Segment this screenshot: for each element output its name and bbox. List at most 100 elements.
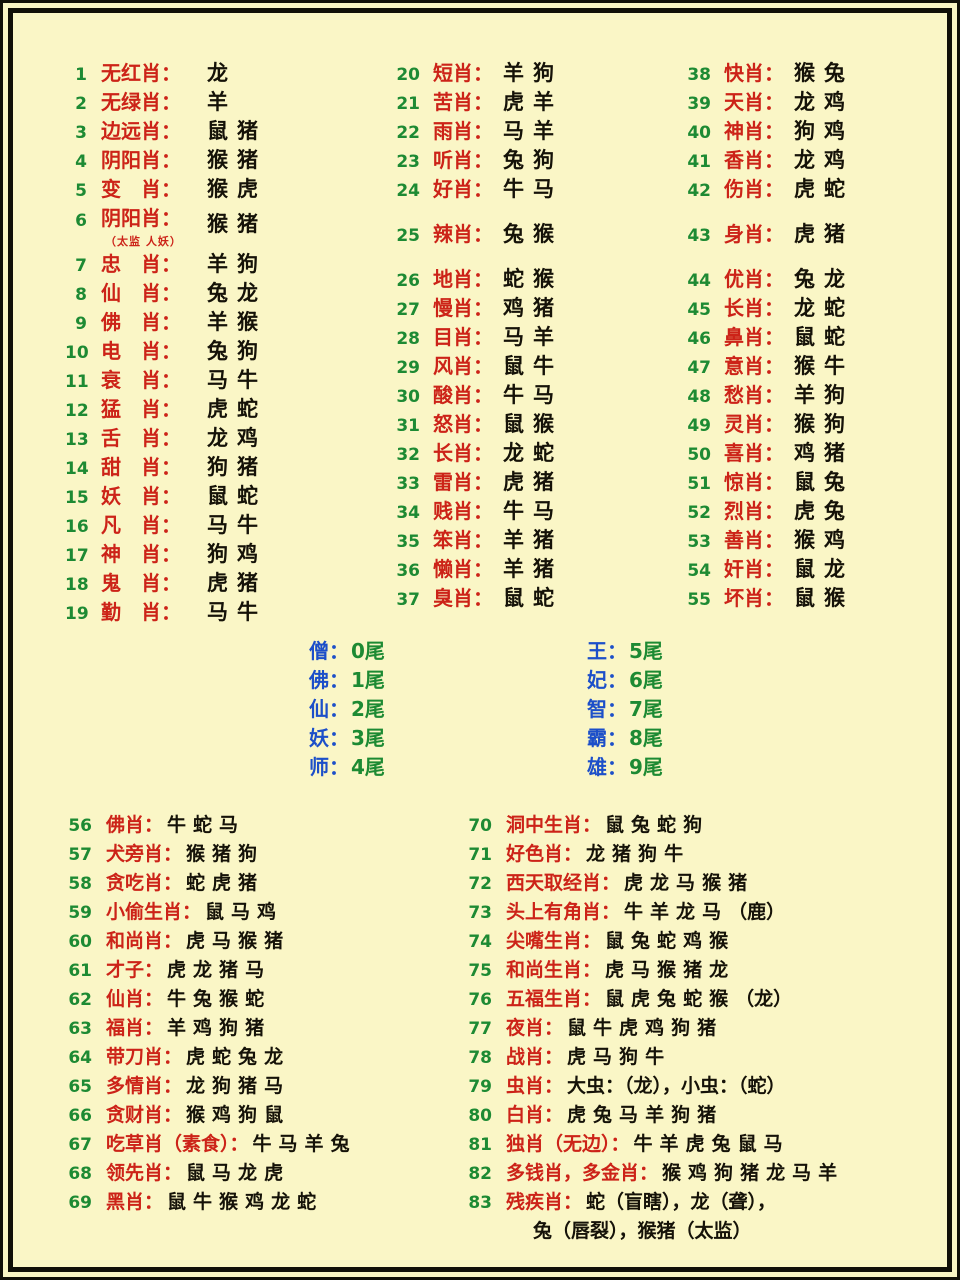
row-label: 慢肖： (433, 296, 493, 320)
zodiac-column-a: 1 无红肖：龙 2 无绿肖：羊 3 边远肖：鼠猪 4 阴阳肖：猴猪 5 变 肖：猴虎 6 阴阳肖： （太… (65, 57, 267, 625)
animal-glyph: 猪 (824, 441, 845, 465)
animal-glyph: 鸡 (237, 542, 258, 566)
zodiac-row: 33 雷肖： 虎猪 (394, 466, 563, 495)
animal-glyph: 猴 (533, 267, 554, 291)
zodiac-row: 26 地肖： 蛇猴 (394, 263, 563, 292)
animal-list: 鼠龙 (794, 553, 854, 583)
animal-list: 鼠马鸡 (205, 897, 283, 924)
row-label: 香肖： (724, 148, 784, 172)
row-number: 26 (396, 271, 420, 291)
animal-glyph: 龙 (709, 959, 729, 981)
animal-glyph: 龙 (264, 1046, 284, 1068)
row-label: 残疾肖： (506, 1191, 583, 1213)
animal-list: 虎猪 (794, 218, 854, 248)
animal-list: 牛羊龙马 （鹿） (624, 897, 792, 924)
zodiac-row: 17 神 肖： 狗鸡 (65, 538, 267, 567)
row-number: 80 (468, 1106, 492, 1126)
animal-list: 牛马 (503, 173, 563, 203)
zodiac-row: 41 香肖： 龙鸡 (685, 144, 854, 173)
animal-glyph: 虎 (167, 959, 187, 981)
animal-list: 猴猪狗 (186, 839, 264, 866)
animal-glyph: 蛇 (657, 930, 677, 952)
animal-glyph: 马 (619, 1104, 639, 1126)
animal-glyph: 蛇 (237, 484, 258, 508)
animal-list: 马牛 (207, 509, 267, 539)
row-label: 和尚肖： (106, 930, 183, 952)
animal-glyph: 马 (207, 600, 228, 624)
row-label: 电 肖： (101, 339, 181, 363)
animal-glyph: 羊 (794, 383, 815, 407)
animal-list: 鼠猴 (794, 582, 854, 612)
animal-glyph: 狗 (219, 1017, 239, 1039)
row-label: 才子： (106, 959, 164, 981)
animal-list: 虎龙马猴猪 (624, 868, 754, 895)
tail-row: 师： 4尾 (309, 751, 385, 780)
animal-glyph: 狗 (238, 843, 258, 865)
row-label: 懒肖： (433, 557, 493, 581)
zodiac-row: 2 无绿肖： 羊 (65, 86, 267, 115)
row-label: 领先肖： (106, 1162, 183, 1184)
animal-glyph: 兔 (824, 499, 845, 523)
animal-glyph: 狗 (238, 1104, 258, 1126)
row-number: 7 (75, 256, 87, 276)
animal-glyph: 猪 (237, 119, 258, 143)
row-number: 45 (687, 300, 711, 320)
zodiac-row: 59 小偷生肖：鼠马鸡 (65, 897, 357, 926)
animal-glyph: 猪 (237, 212, 258, 236)
animal-glyph: 蛇 (503, 267, 524, 291)
animal-glyph: 猴 (207, 148, 228, 172)
row-label: 长肖： (433, 441, 493, 465)
zodiac-row: 6 阴阳肖： （太监 人妖） 猴猪 (65, 202, 267, 248)
animal-glyph: 龙 (207, 61, 228, 85)
animal-glyph: 鸡 (503, 296, 524, 320)
zodiac-row: 42 伤肖： 虎蛇 (685, 173, 854, 202)
animal-glyph: 猪 (824, 222, 845, 246)
animal-glyph: 猴 (794, 528, 815, 552)
animal-list: 鼠兔蛇狗 (605, 810, 709, 837)
zodiac-row: 5 变 肖： 猴虎 (65, 173, 267, 202)
row-label: 优肖： (724, 267, 784, 291)
animal-glyph: 猴 (238, 930, 258, 952)
tail-row: 僧： 0尾 (309, 635, 385, 664)
row-number: 19 (65, 604, 89, 624)
row-label: 吃草肖（素食）： (106, 1133, 249, 1155)
animal-glyph: 虎 (567, 1046, 587, 1068)
tail-value: 1尾 (351, 668, 385, 692)
animal-glyph: 蛇 (533, 586, 554, 610)
row-number: 46 (687, 329, 711, 349)
animal-list: 羊猴 (207, 306, 267, 336)
tail-row: 妃： 6尾 (587, 664, 663, 693)
animal-glyph: 猪 (264, 930, 284, 952)
zodiac-row: 62 仙肖：牛兔猴蛇 (65, 984, 357, 1013)
animal-glyph: 鼠 (207, 484, 228, 508)
row-label: 神 肖： (101, 542, 181, 566)
animal-glyph: 狗 (533, 61, 554, 85)
row-number: 49 (687, 416, 711, 436)
animal-glyph: 蛇 (297, 1191, 317, 1213)
row-number: 75 (468, 961, 492, 981)
animal-glyph: 鼠 (503, 412, 524, 436)
animal-glyph: 龙 (650, 872, 670, 894)
row-label: 好肖： (433, 177, 493, 201)
zodiac-row: 13 舌 肖： 龙鸡 (65, 422, 267, 451)
zodiac-bottom-right: 70 洞中生肖：鼠兔蛇狗 71 好色肖：龙猪狗牛 72 西天取经肖：虎龙马猴猪 73 头上有角… (465, 810, 844, 1245)
row-label: 带刀肖： (106, 1046, 183, 1068)
row-number: 68 (68, 1164, 92, 1184)
row-label: 雷肖： (433, 470, 493, 494)
tail-label: 僧： (309, 639, 349, 663)
row-label: 福肖： (106, 1017, 164, 1039)
animal-glyph: 猴 (662, 1162, 682, 1184)
animal-list: 羊猪 (503, 524, 563, 554)
tail-row: 仙： 2尾 (309, 693, 385, 722)
row-label: 妖 肖： (101, 484, 181, 508)
tail-number-section: 僧： 0尾 佛： 1尾 仙： 2尾 妖： 3尾 师： 4尾 王： 5尾 妃： 6尾 智： 7尾 霸： 8尾 雄： 9… (13, 635, 947, 785)
zodiac-row: 61 才子：虎龙猪马 (65, 955, 357, 984)
animal-list: 鼠牛猴鸡龙蛇 (167, 1187, 323, 1214)
row-label: 天肖： (724, 90, 784, 114)
zodiac-row: 44 优肖： 兔龙 (685, 263, 854, 292)
animal-list: 虎兔 (794, 495, 854, 525)
row-spacer (394, 247, 563, 263)
animal-glyph: 虎 (624, 872, 644, 894)
tail-row: 雄： 9尾 (587, 751, 663, 780)
row-number: 31 (396, 416, 420, 436)
